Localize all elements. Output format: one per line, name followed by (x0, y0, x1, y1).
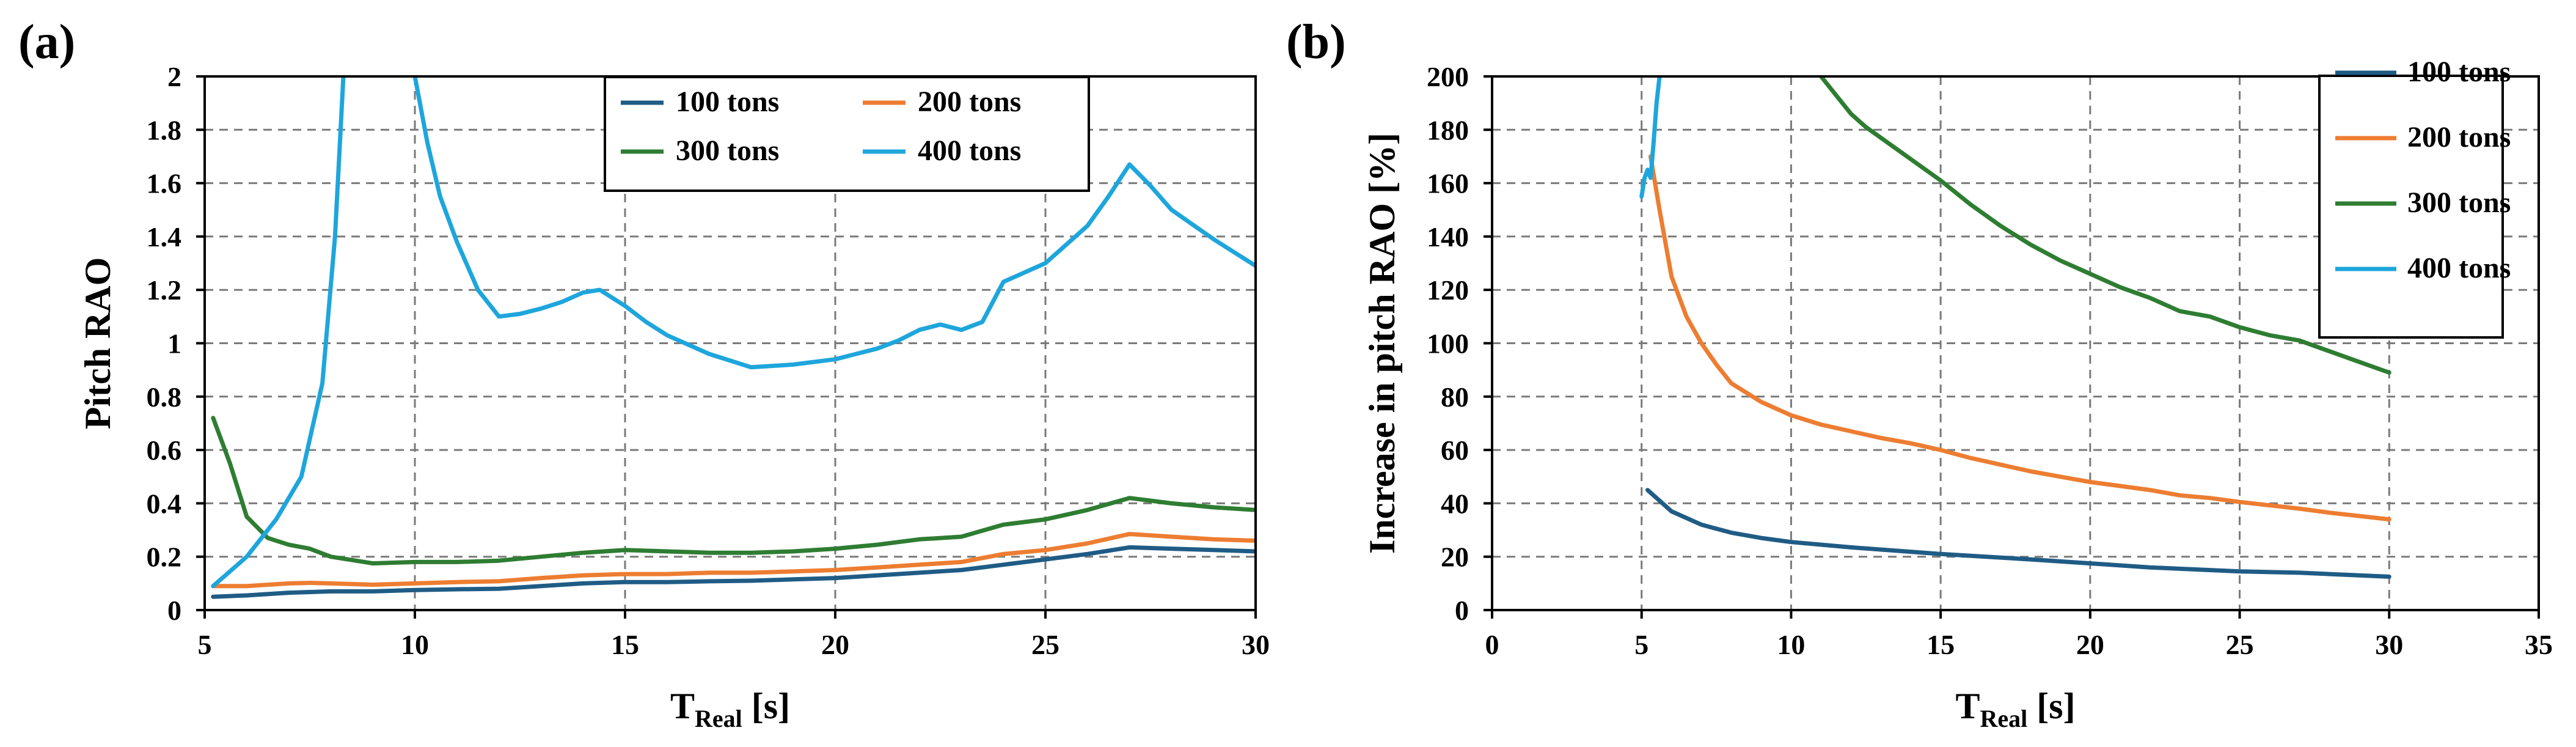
x-axis-title-b: TReal [s] (1955, 686, 2075, 732)
x-tick-label-a: 20 (821, 629, 849, 660)
y-tick-label-a: 0.4 (147, 488, 182, 519)
x-tick-label-a: 10 (401, 629, 429, 660)
panel-label-b: (b) (1286, 15, 1346, 69)
y-tick-label-b: 200 (1427, 61, 1469, 92)
panel-label-a: (a) (18, 15, 75, 69)
y-tick-label-a: 1.6 (147, 168, 182, 199)
y-axis-title-b: Increase in pitch RAO [%] (1362, 133, 1402, 554)
y-tick-label-a: 1.2 (147, 274, 182, 306)
y-tick-label-a: 1 (167, 328, 181, 359)
y-tick-label-a: 2 (167, 61, 181, 92)
x-tick-label-b: 30 (2375, 629, 2403, 660)
x-tick-label-a: 5 (198, 629, 212, 660)
y-tick-label-b: 20 (1441, 542, 1469, 573)
series-line-b-300-tons (1818, 76, 2391, 375)
y-tick-label-b: 120 (1427, 274, 1469, 306)
x-axis-title-a: TReal [s] (670, 686, 790, 732)
legend-box-a (604, 76, 1090, 192)
chart-a: 5 10 15 20 25 30 0 0.2 0.4 0.6 0.8 1 1.2 1.4 1.6 1.8 2 Pi… (78, 61, 1270, 732)
chart-b: 0 5 10 15 20 25 30 35 0 20 40 60 80 100 120 140 160 180 20… (1362, 56, 2553, 732)
x-tick-label-b: 25 (2226, 629, 2254, 660)
legend-label-a: 300 tons (676, 134, 779, 167)
x-tick-label-b: 5 (1634, 629, 1648, 660)
y-tick-label-b: 160 (1427, 168, 1469, 199)
series-line-a-100-tons (211, 545, 1256, 599)
legend-label-b: 200 tons (2407, 121, 2511, 153)
x-tick-label-b: 15 (1927, 629, 1955, 660)
legend-label-b: 100 tons (2407, 56, 2511, 88)
series-line-b-100-tons (1645, 488, 2391, 579)
y-tick-label-a: 0.6 (147, 435, 182, 466)
y-tick-label-a: 0 (167, 595, 181, 626)
x-tick-label-b: 20 (2076, 629, 2104, 660)
x-tick-label-b: 35 (2525, 629, 2553, 660)
y-tick-label-b: 60 (1441, 435, 1469, 466)
y-tick-label-b: 100 (1427, 328, 1469, 359)
y-axis-title-a: Pitch RAO (78, 257, 118, 430)
legend-label-a: 100 tons (676, 86, 779, 118)
y-tick-label-b: 40 (1441, 488, 1469, 519)
x-tick-label-b: 0 (1485, 629, 1499, 660)
series-line-b-400-tons (1639, 76, 1662, 199)
y-tick-label-b: 140 (1427, 221, 1469, 252)
x-tick-label-a: 15 (611, 629, 639, 660)
y-tick-label-a: 0.8 (147, 381, 182, 413)
x-tick-label-a: 30 (1242, 629, 1270, 660)
legend-label-a: 400 tons (918, 134, 1021, 167)
legend-a: 100 tons 200 tons 300 tons 400 tons (604, 76, 1090, 192)
legend-label-a: 200 tons (918, 86, 1021, 118)
y-tick-label-a: 1.8 (147, 114, 182, 145)
legend-label-b: 400 tons (2407, 252, 2511, 284)
series-line-b-200-tons (1648, 154, 2391, 522)
y-tick-label-a: 0.2 (147, 542, 182, 573)
y-tick-label-b: 180 (1427, 114, 1469, 145)
legend-box-b (2318, 75, 2504, 339)
legend-b: 100 tons 200 tons 300 tons 400 tons (2318, 56, 2511, 339)
series-line-a-300-tons (211, 416, 1256, 566)
y-tick-label-a: 1.4 (147, 221, 182, 252)
x-tick-label-a: 25 (1031, 629, 1059, 660)
legend-label-b: 300 tons (2407, 186, 2511, 219)
series-line-a-200-tons (211, 532, 1256, 589)
y-tick-label-b: 80 (1441, 381, 1469, 413)
x-tick-label-b: 10 (1777, 629, 1805, 660)
y-tick-label-b: 0 (1455, 595, 1469, 626)
series-line-a-400-tons (211, 76, 1256, 589)
